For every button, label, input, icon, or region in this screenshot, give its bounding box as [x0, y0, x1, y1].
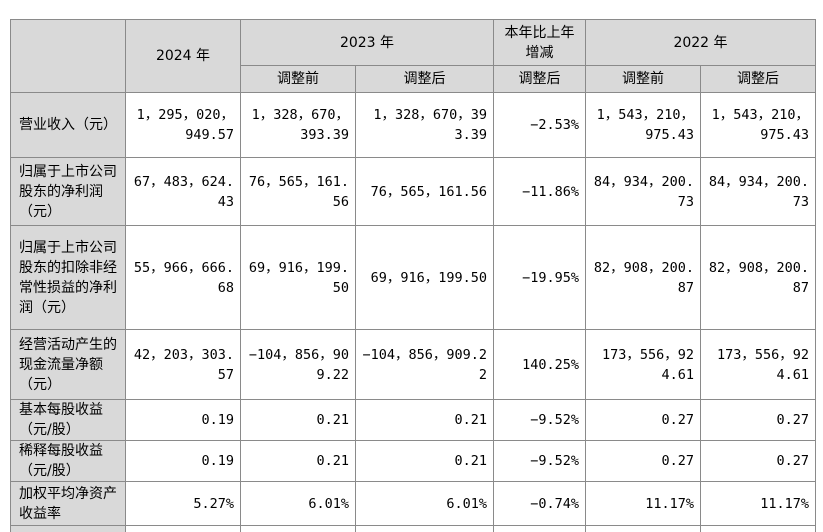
value-yoy: 140.25%	[493, 329, 586, 400]
table-row: 稀释每股收益（元/股） 0.19 0.21 0.21 −9.52% 0.27 0.27	[10, 440, 816, 482]
row-label: 基本每股收益（元/股）	[10, 399, 126, 441]
value-2022-after: 84，934，200.73	[700, 157, 816, 226]
row-label: 归属于上市公司股东的扣除非经常性损益的净利润（元）	[10, 225, 126, 330]
header-row: 2024 年 2023 年 本年比上年增减 2022 年	[10, 19, 816, 93]
header-2022-before: 调整前	[585, 65, 701, 93]
value-yoy: −2.53%	[493, 92, 586, 158]
table-body: 营业收入（元） 1，295，020，949.57 1，328，670，393.39 1…	[10, 92, 816, 526]
value-2022-before: 11.17%	[585, 481, 701, 526]
row-label: 营业收入（元）	[10, 92, 126, 158]
value-2024: 5.27%	[125, 481, 241, 526]
value-yoy: −19.95%	[493, 225, 586, 330]
table-row-cutoff	[10, 525, 816, 532]
value-2023-before: 6.01%	[240, 481, 356, 526]
value-2022-before: 173，556，924.61	[585, 329, 701, 400]
row-label: 归属于上市公司股东的净利润（元）	[10, 157, 126, 226]
value-2022-after: 0.27	[700, 399, 816, 441]
value-yoy: −9.52%	[493, 440, 586, 482]
value-2023-before: −104，856，909.22	[240, 329, 356, 400]
value-2022-before: 0.27	[585, 399, 701, 441]
value-2023-before: 0.21	[240, 440, 356, 482]
value-2022-after: 0.27	[700, 440, 816, 482]
value-2023-after: −104，856，909.22	[355, 329, 494, 400]
value-2023-after: 76，565，161.56	[355, 157, 494, 226]
value-2023-after: 0.21	[355, 440, 494, 482]
table-row: 归属于上市公司股东的净利润（元） 67，483，624.43 76，565，161.…	[10, 157, 816, 226]
table-row: 营业收入（元） 1，295，020，949.57 1，328，670，393.39 1…	[10, 92, 816, 158]
value-2022-before: 82，908，200.87	[585, 225, 701, 330]
header-2022: 2022 年	[585, 19, 816, 66]
header-2022-after: 调整后	[700, 65, 816, 93]
subheader-row: 调整前 调整后 调整后 调整前 调整后	[11, 65, 816, 93]
value-2024: 0.19	[125, 440, 241, 482]
value-2024: 0.19	[125, 399, 241, 441]
header-yoy-after: 调整后	[493, 65, 586, 93]
value-2023-after: 1，328，670，393.39	[355, 92, 494, 158]
header-2023-after: 调整后	[355, 65, 494, 93]
value-2024: 67，483，624.43	[125, 157, 241, 226]
value-2024: 55，966，666.68	[125, 225, 241, 330]
value-2022-after: 11.17%	[700, 481, 816, 526]
value-2022-after: 1，543，210，975.43	[700, 92, 816, 158]
value-2022-before: 1，543，210，975.43	[585, 92, 701, 158]
financial-summary-table: 2024 年 2023 年 本年比上年增减 2022 年 调整前 调整后 调整后…	[10, 19, 816, 532]
value-yoy: −0.74%	[493, 481, 586, 526]
row-label: 稀释每股收益（元/股）	[10, 440, 126, 482]
table-row: 归属于上市公司股东的扣除非经常性损益的净利润（元） 55，966，666.68 69…	[10, 225, 816, 330]
value-2023-before: 0.21	[240, 399, 356, 441]
table-row: 基本每股收益（元/股） 0.19 0.21 0.21 −9.52% 0.27 0.27	[10, 399, 816, 441]
value-2023-before: 1，328，670，393.39	[240, 92, 356, 158]
value-2022-after: 82，908，200.87	[700, 225, 816, 330]
value-2023-before: 69，916，199.50	[240, 225, 356, 330]
value-2023-before: 76，565，161.56	[240, 157, 356, 226]
value-2023-after: 69，916，199.50	[355, 225, 494, 330]
row-label: 加权平均净资产收益率	[10, 481, 126, 526]
header-2023: 2023 年	[240, 19, 494, 66]
header-2023-before: 调整前	[240, 65, 356, 93]
header-2024: 2024 年	[125, 19, 241, 93]
value-2022-before: 0.27	[585, 440, 701, 482]
value-2023-after: 0.21	[355, 399, 494, 441]
value-2024: 42，203，303.57	[125, 329, 241, 400]
value-yoy: −9.52%	[493, 399, 586, 441]
value-2022-before: 84，934，200.73	[585, 157, 701, 226]
header-corner-cell	[10, 19, 126, 93]
row-label: 经营活动产生的现金流量净额（元）	[10, 329, 126, 400]
table-row: 经营活动产生的现金流量净额（元） 42，203，303.57 −104，856，90…	[10, 329, 816, 400]
value-2024: 1，295，020，949.57	[125, 92, 241, 158]
table-row: 加权平均净资产收益率 5.27% 6.01% 6.01% −0.74% 11.17% 11.…	[10, 481, 816, 526]
header-yoy: 本年比上年增减	[493, 19, 586, 66]
value-2022-after: 173，556，924.61	[700, 329, 816, 400]
value-yoy: −11.86%	[493, 157, 586, 226]
value-2023-after: 6.01%	[355, 481, 494, 526]
